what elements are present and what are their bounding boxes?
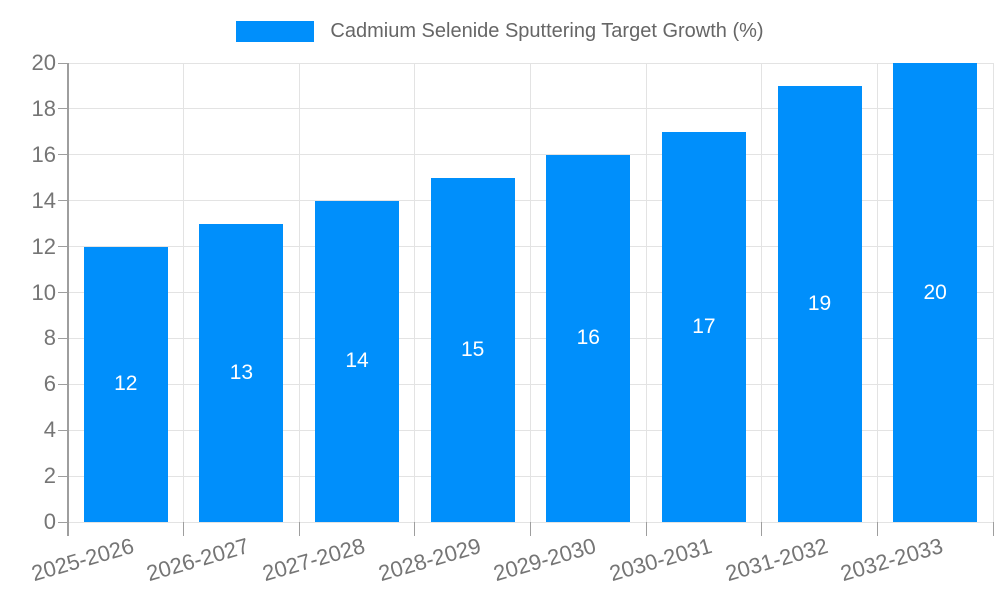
bar-value-label: 13 — [229, 360, 254, 384]
x-axis-tick — [992, 522, 994, 536]
x-axis-tick — [298, 522, 300, 536]
gridline-vertical — [645, 63, 647, 522]
bar-value-label: 17 — [692, 314, 716, 338]
gridline-vertical — [183, 63, 185, 522]
y-axis-tick — [58, 337, 68, 339]
bar-value-label: 20 — [923, 280, 947, 304]
y-axis-line — [67, 63, 69, 536]
y-axis-tick — [58, 521, 68, 523]
y-tick-label: 0 — [43, 509, 56, 534]
legend-label: Cadmium Selenide Sputtering Target Growt… — [330, 20, 764, 42]
bar-value-label: 19 — [807, 291, 832, 315]
y-axis-tick — [58, 200, 68, 202]
bar[interactable] — [546, 154, 631, 522]
chart-legend[interactable]: Cadmium Selenide Sputtering Target Growt… — [0, 14, 1000, 48]
gridline-vertical — [530, 63, 531, 522]
gridline-vertical — [298, 63, 300, 522]
x-axis-tick — [414, 522, 416, 536]
bar[interactable] — [661, 131, 746, 522]
x-axis-tick — [645, 522, 647, 536]
bar[interactable] — [893, 63, 978, 522]
bar[interactable] — [83, 246, 168, 522]
y-tick-label: 10 — [31, 279, 56, 305]
bar-value-label: 15 — [461, 337, 485, 361]
y-tick-label: 12 — [31, 233, 56, 259]
y-axis-tick — [58, 475, 68, 477]
y-axis-tick — [58, 292, 68, 293]
bar-value-label: 12 — [114, 372, 138, 396]
y-tick-label: 2 — [43, 463, 56, 489]
y-tick-label: 20 — [31, 50, 56, 75]
x-axis-tick — [876, 522, 878, 536]
x-axis-tick — [530, 522, 531, 536]
y-axis-tick — [58, 429, 68, 431]
y-tick-label: 18 — [31, 95, 56, 121]
y-tick-label: 14 — [31, 187, 56, 213]
bar-value-label: 16 — [576, 326, 600, 350]
bar[interactable] — [430, 177, 515, 522]
legend-swatch-icon — [236, 20, 315, 42]
bar[interactable] — [199, 223, 284, 522]
y-axis-tick — [58, 383, 68, 385]
y-axis-tick — [58, 62, 68, 64]
bar-value-label: 14 — [345, 349, 369, 373]
x-axis-tick — [761, 522, 763, 536]
bar[interactable] — [315, 200, 400, 522]
y-axis-tick — [58, 108, 68, 110]
gridline-vertical — [992, 63, 994, 522]
gridline-vertical — [876, 63, 878, 522]
y-tick-label: 16 — [31, 141, 56, 167]
x-axis-tick — [183, 522, 185, 536]
y-tick-label: 4 — [43, 417, 56, 443]
bar[interactable] — [777, 85, 862, 522]
gridline-vertical — [414, 63, 416, 522]
y-axis-tick — [58, 154, 68, 156]
y-tick-label: 8 — [43, 325, 56, 351]
gridline-vertical — [761, 63, 763, 522]
y-tick-label: 6 — [43, 371, 56, 397]
y-axis-tick — [58, 246, 68, 248]
